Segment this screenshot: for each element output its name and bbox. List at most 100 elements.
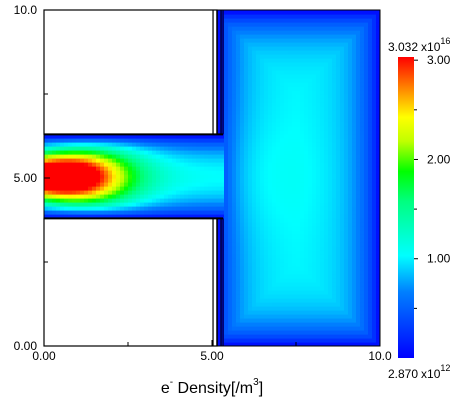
heatmap-cell bbox=[264, 226, 269, 231]
heatmap-cell bbox=[68, 154, 73, 159]
heatmap-cell bbox=[248, 274, 253, 279]
heatmap-cell bbox=[224, 306, 229, 311]
heatmap-cell bbox=[268, 222, 273, 227]
heatmap-cell bbox=[144, 198, 149, 203]
heatmap-cell bbox=[268, 326, 273, 331]
heatmap-cell bbox=[220, 94, 225, 99]
heatmap-cell bbox=[216, 294, 221, 299]
heatmap-cell bbox=[280, 334, 285, 339]
heatmap-cell bbox=[188, 202, 193, 207]
heatmap-cell bbox=[228, 42, 233, 47]
heatmap-cell bbox=[84, 214, 89, 219]
heatmap-cell bbox=[252, 190, 257, 195]
heatmap-cell bbox=[248, 334, 253, 339]
heatmap-cell bbox=[280, 210, 285, 215]
heatmap-cell bbox=[268, 70, 273, 75]
heatmap-cell bbox=[228, 122, 233, 127]
heatmap-cell bbox=[100, 174, 105, 179]
heatmap-cell bbox=[224, 266, 229, 271]
heatmap-cell bbox=[272, 190, 277, 195]
heatmap-cell bbox=[236, 74, 241, 79]
heatmap-cell bbox=[244, 34, 249, 39]
heatmap-cell bbox=[44, 162, 49, 167]
heatmap-cell bbox=[132, 146, 137, 151]
heatmap-cell bbox=[252, 110, 257, 115]
heatmap-cell bbox=[268, 102, 273, 107]
heatmap-cell bbox=[256, 342, 261, 346]
heatmap-cell bbox=[120, 162, 125, 167]
heatmap-cell bbox=[276, 270, 281, 275]
heatmap-cell bbox=[240, 10, 245, 15]
heatmap-cell bbox=[148, 166, 153, 171]
heatmap-cell bbox=[72, 138, 77, 143]
heatmap-cell bbox=[276, 78, 281, 83]
heatmap-cell bbox=[236, 102, 241, 107]
heatmap-cell bbox=[228, 30, 233, 35]
heatmap-cell bbox=[144, 150, 149, 155]
heatmap-cell bbox=[272, 318, 277, 323]
heatmap-cell bbox=[228, 110, 233, 115]
heatmap-cell bbox=[276, 302, 281, 307]
heatmap-cell bbox=[268, 198, 273, 203]
heatmap-cell bbox=[60, 170, 65, 175]
heatmap-cell bbox=[252, 214, 257, 219]
heatmap-cell bbox=[136, 142, 141, 147]
heatmap-cell bbox=[116, 150, 121, 155]
heatmap-cell bbox=[72, 206, 77, 211]
heatmap-cell bbox=[256, 150, 261, 155]
heatmap-cell bbox=[180, 186, 185, 191]
heatmap-cell bbox=[236, 10, 241, 15]
heatmap-cell bbox=[236, 230, 241, 235]
heatmap-cell bbox=[268, 170, 273, 175]
heatmap-cell bbox=[204, 186, 209, 191]
heatmap-cell bbox=[224, 322, 229, 327]
heatmap-cell bbox=[44, 194, 49, 199]
heatmap-cell bbox=[216, 106, 221, 111]
heatmap-cell bbox=[224, 270, 229, 275]
heatmap-cell bbox=[232, 302, 237, 307]
heatmap-cell bbox=[264, 74, 269, 79]
heatmap-cell bbox=[128, 154, 133, 159]
heatmap-cell bbox=[176, 158, 181, 163]
heatmap-cell bbox=[240, 18, 245, 23]
heatmap-cell bbox=[244, 158, 249, 163]
heatmap-cell bbox=[148, 146, 153, 151]
heatmap-cell bbox=[248, 146, 253, 151]
heatmap-cell bbox=[160, 138, 165, 143]
heatmap-cell bbox=[244, 106, 249, 111]
heatmap-cell bbox=[124, 134, 129, 139]
heatmap-cell bbox=[120, 150, 125, 155]
heatmap-cell bbox=[256, 138, 261, 143]
heatmap-cell bbox=[120, 214, 125, 219]
heatmap-cell bbox=[260, 218, 265, 223]
heatmap-cell bbox=[208, 146, 213, 151]
heatmap-cell bbox=[204, 166, 209, 171]
heatmap-cell bbox=[96, 182, 101, 187]
heatmap-cell bbox=[228, 166, 233, 171]
heatmap-cell bbox=[220, 314, 225, 319]
heatmap-cell bbox=[92, 134, 97, 139]
heatmap-cell bbox=[212, 162, 217, 167]
heatmap-cell bbox=[64, 154, 69, 159]
heatmap-cell bbox=[160, 166, 165, 171]
heatmap-cell bbox=[176, 146, 181, 151]
heatmap-cell bbox=[220, 222, 225, 227]
heatmap-cell bbox=[140, 142, 145, 147]
heatmap-cell bbox=[256, 154, 261, 159]
heatmap-cell bbox=[244, 250, 249, 255]
heatmap-cell bbox=[256, 266, 261, 271]
heatmap-cell bbox=[216, 198, 221, 203]
heatmap-cell bbox=[180, 210, 185, 215]
heatmap-cell bbox=[264, 90, 269, 95]
heatmap-cell bbox=[216, 158, 221, 163]
heatmap-cell bbox=[160, 150, 165, 155]
heatmap-cell bbox=[232, 198, 237, 203]
heatmap-cell bbox=[224, 86, 229, 91]
heatmap-cell bbox=[232, 122, 237, 127]
heatmap-cell bbox=[196, 158, 201, 163]
heatmap-cell bbox=[252, 314, 257, 319]
heatmap-cell bbox=[64, 214, 69, 219]
heatmap-cell bbox=[104, 154, 109, 159]
heatmap-cell bbox=[140, 190, 145, 195]
heatmap-cell bbox=[124, 202, 129, 207]
